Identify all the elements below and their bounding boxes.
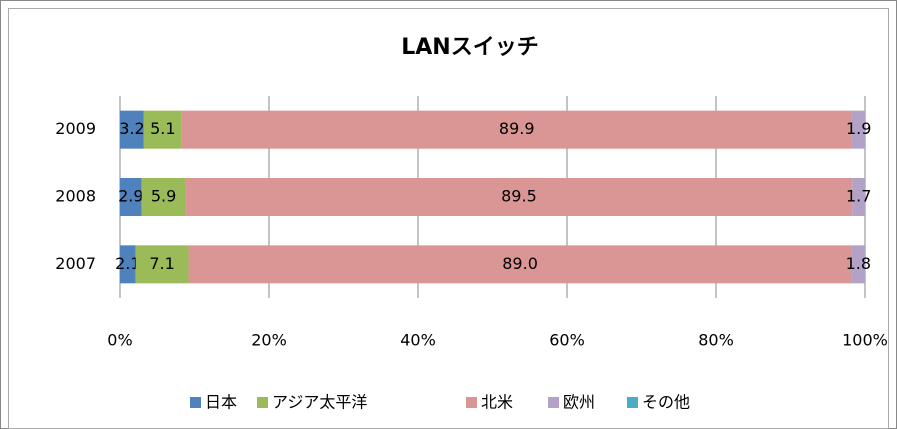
data-label: 3.2 xyxy=(119,119,144,138)
bar-segment xyxy=(120,110,144,149)
bar-segment xyxy=(852,178,865,216)
bar-segment xyxy=(185,178,853,216)
bar-segment xyxy=(141,178,186,216)
bar-segment xyxy=(188,245,852,284)
x-tick-label: 60% xyxy=(549,331,585,350)
legend-label: 北米 xyxy=(481,393,513,412)
y-tick-label: 2009 xyxy=(55,119,96,138)
data-label: 7.1 xyxy=(149,254,174,273)
bar-segment xyxy=(120,178,142,216)
x-tick-label: 40% xyxy=(400,331,436,350)
bar-segment xyxy=(135,245,189,284)
legend-swatch xyxy=(548,397,559,408)
data-label: 5.9 xyxy=(151,187,176,206)
legend-swatch xyxy=(627,397,638,408)
data-label: 5.1 xyxy=(150,119,175,138)
x-tick-label: 20% xyxy=(251,331,287,350)
legend-label: 欧州 xyxy=(563,393,595,412)
x-tick-label: 100% xyxy=(842,331,888,350)
data-label: 89.5 xyxy=(501,187,537,206)
legend-swatch xyxy=(257,397,268,408)
legend-label: その他 xyxy=(642,393,690,412)
x-tick-label: 0% xyxy=(107,331,132,350)
data-label: 89.9 xyxy=(499,119,535,138)
bar-segment xyxy=(120,245,136,284)
data-label: 89.0 xyxy=(502,254,538,273)
x-tick-label: 80% xyxy=(698,331,734,350)
legend-swatch xyxy=(466,397,477,408)
legend-label: 日本 xyxy=(205,393,237,412)
data-label: 2.9 xyxy=(118,187,143,206)
y-tick-label: 2008 xyxy=(55,187,96,206)
legend-label: アジア太平洋 xyxy=(272,393,367,412)
bar-segment xyxy=(851,110,866,149)
bar-segment xyxy=(851,245,865,284)
data-label: 1.7 xyxy=(846,187,871,206)
y-tick-label: 2007 xyxy=(55,254,96,273)
chart-title: LANスイッチ xyxy=(401,35,538,60)
legend-swatch xyxy=(190,397,201,408)
data-label: 1.9 xyxy=(846,119,871,138)
data-label: 1.8 xyxy=(846,254,871,273)
bar-segment xyxy=(181,110,852,149)
bar-segment xyxy=(143,110,182,149)
data-label: 2.1 xyxy=(115,254,140,273)
